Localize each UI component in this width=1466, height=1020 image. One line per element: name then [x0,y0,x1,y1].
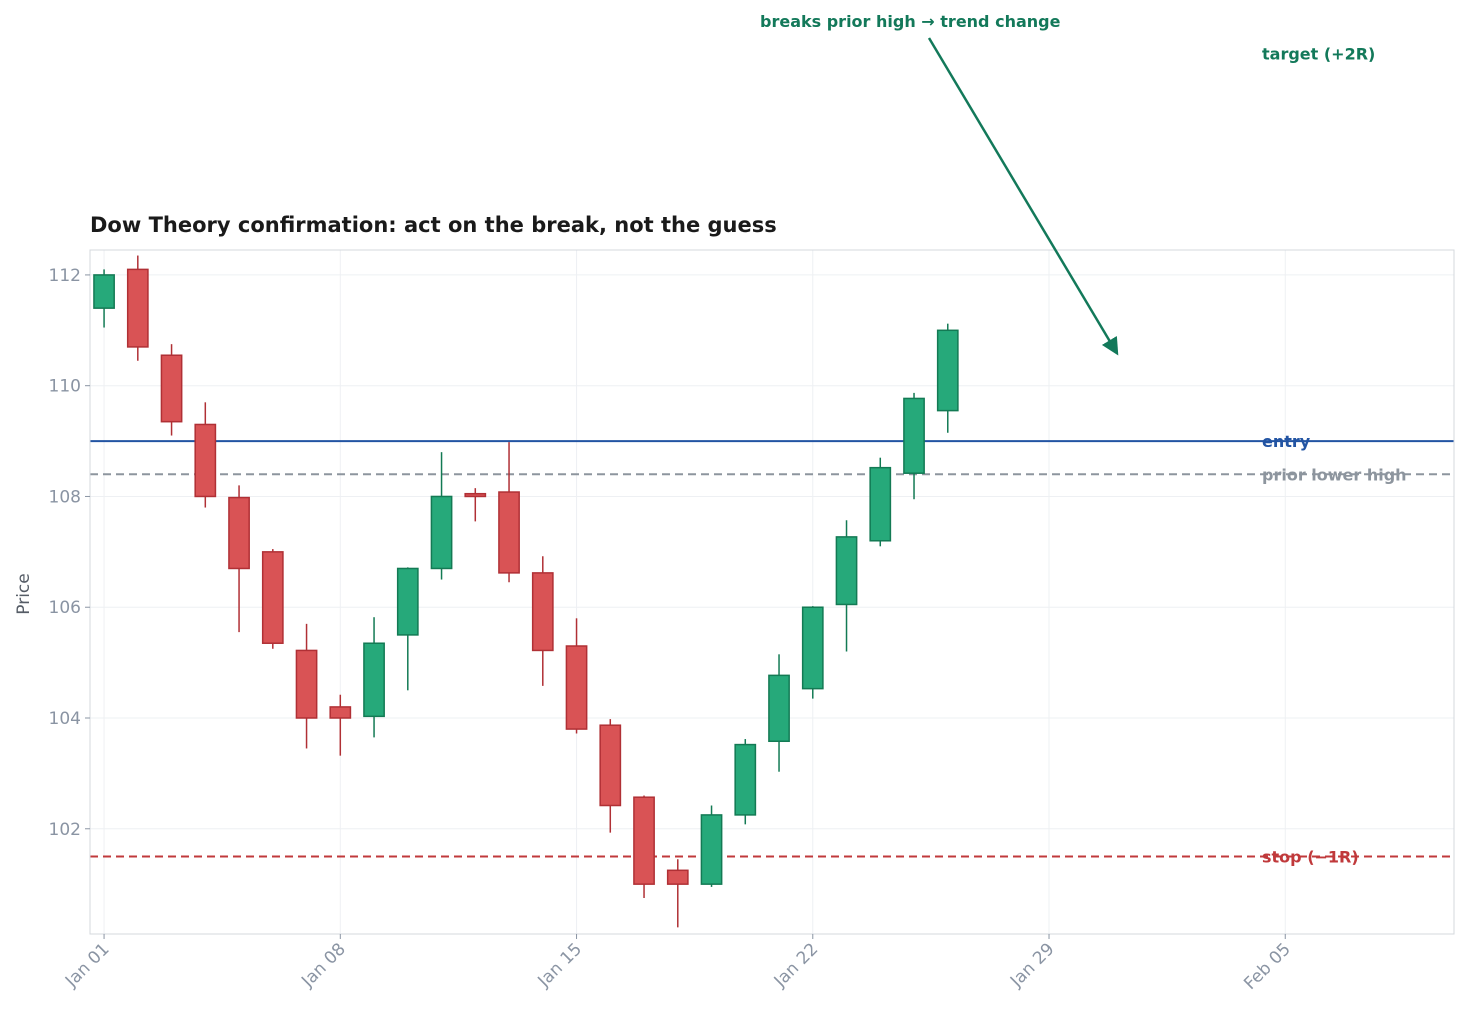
candle-body [396,567,419,636]
candle-down [599,719,622,833]
candle-body [599,724,622,807]
prior-label: prior lower high [1262,465,1407,484]
candle-body [734,743,757,816]
candle-down [194,402,217,508]
candle-body [801,606,824,690]
candle-up [936,323,959,433]
candle-down [464,488,487,522]
candle-down [531,556,554,686]
candles [93,255,959,928]
candle-up [700,805,723,887]
candle-up [801,606,824,699]
candle-body [329,706,352,719]
candle-down [666,859,689,928]
candle-body [835,536,858,606]
candle-down [160,344,183,436]
candle-up [734,739,757,825]
candle-body [194,423,217,498]
candle-down [329,694,352,756]
break-arrow [927,37,1119,356]
x-tick-label: Jan 29 [1006,939,1059,992]
y-tick-label: 110 [49,377,81,397]
candle-up [396,567,419,691]
candle-body [903,397,925,474]
x-tick-label: Jan 08 [297,939,350,992]
candle-up [768,654,790,772]
horizontal-lines [90,440,1454,858]
candle-body [565,645,588,730]
grid [90,250,1454,934]
entry-label: entry [1262,432,1311,451]
candle-up [835,520,858,652]
candle-body [869,466,892,542]
break-annotation: breaks prior high → trend change [760,12,1061,31]
annotations: entry prior lower high stop (−1R) breaks pr… [760,12,1407,866]
candle-body [160,354,183,423]
candle-up [363,617,385,738]
candle-body [261,551,284,644]
x-tick-label: Jan 22 [770,939,823,992]
candle-down [633,795,655,898]
y-tick-label: 106 [49,598,81,618]
y-axis-ticks: 102 104 106 108 110 112 [49,266,90,840]
x-tick-label: Jan 01 [61,939,114,992]
candle-down [126,255,149,361]
candle-body [666,869,689,885]
x-axis-ticks: Jan 01 Jan 08 Jan 15 Jan 22 Jan 29 Feb 05 [61,934,1295,994]
x-tick-label: Jan 15 [534,939,587,992]
candle-body [430,495,453,570]
candle-body [633,796,655,885]
candle-up [93,269,115,328]
candle-body [936,329,959,412]
candle-body [295,649,318,719]
y-tick-label: 104 [49,709,81,729]
candle-body [700,814,723,885]
candle-down [498,442,520,583]
candle-body [464,492,487,498]
y-tick-label: 108 [49,487,81,507]
stop-label: stop (−1R) [1262,847,1359,866]
plot-frame [89,249,1455,935]
candle-body [363,642,385,718]
candle-body [93,274,115,309]
candle-down [228,485,250,633]
candle-body [126,268,149,348]
candle-up [869,457,892,547]
candle-up [903,392,925,500]
candle-down [295,623,318,749]
target-label: target (+2R) [1262,44,1375,63]
candle-body [498,491,520,574]
candle-down [565,618,588,734]
candle-body [228,496,250,570]
chart-title: Dow Theory confirmation: act on the brea… [90,213,777,237]
candle-body [531,572,554,652]
x-tick-label: Feb 05 [1240,939,1295,994]
y-axis-label: Price [14,573,34,614]
candle-body [768,674,790,743]
candle-up [430,452,453,580]
y-tick-label: 112 [49,266,81,286]
candle-down [261,549,284,649]
y-tick-label: 102 [49,820,81,840]
